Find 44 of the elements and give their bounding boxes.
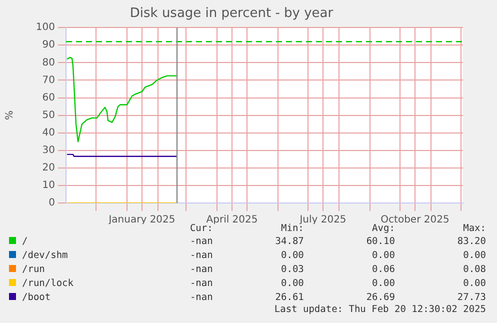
text: 34.87 — [274, 234, 304, 249]
text: 26.69 — [365, 290, 395, 304]
y-axis-title: % — [4, 110, 16, 120]
text: -nan — [188, 234, 213, 249]
text: 0.00 — [462, 276, 486, 291]
y-tick-label: 80 — [42, 57, 55, 68]
text: 0.00 — [371, 248, 395, 263]
y-tick-label: 0 — [48, 198, 55, 209]
y-tick-label: 90 — [42, 40, 55, 51]
text: 0.00 — [280, 276, 304, 291]
legend-label: /run — [22, 264, 45, 275]
text: 0.03 — [280, 262, 304, 277]
legend-label: /boot — [22, 292, 51, 303]
text: 26.61 — [274, 290, 304, 304]
y-tick-label: 30 — [42, 144, 55, 156]
chart-title: Disk usage in percent - by year — [130, 6, 334, 22]
text: 83.20 — [456, 234, 486, 249]
y-tick-label: 60 — [42, 92, 55, 104]
text: -nan — [188, 248, 213, 263]
text: Last update: Thu Feb 20 12:30:02 2025 — [273, 304, 486, 316]
y-tick-label: 70 — [42, 74, 55, 86]
text: -nan — [188, 262, 213, 277]
legend-label: / — [22, 236, 28, 247]
text: 0.00 — [462, 248, 486, 263]
x-tick-label: October 2025 — [380, 214, 450, 226]
text: 0.06 — [371, 262, 395, 277]
text: Max: — [463, 223, 486, 234]
text: Cur: — [190, 223, 213, 234]
text: Min: — [281, 223, 304, 234]
y-tick-label: 20 — [42, 162, 55, 174]
text: -nan — [188, 276, 213, 291]
text: 0.00 — [280, 248, 304, 263]
text: 27.73 — [456, 290, 486, 304]
y-tick-label: 50 — [42, 110, 55, 121]
legend-label: /run/lock — [22, 278, 74, 289]
legend-label: /dev/shm — [22, 250, 68, 261]
text: 0.00 — [371, 276, 395, 291]
y-tick-label: 10 — [42, 180, 55, 192]
text: Avg: — [372, 223, 395, 234]
y-tick-label: 40 — [42, 127, 55, 138]
text: 60.10 — [365, 234, 395, 249]
text: 0.08 — [462, 262, 486, 277]
y-tick-label: 100 — [36, 22, 55, 34]
text: -nan — [188, 290, 213, 304]
